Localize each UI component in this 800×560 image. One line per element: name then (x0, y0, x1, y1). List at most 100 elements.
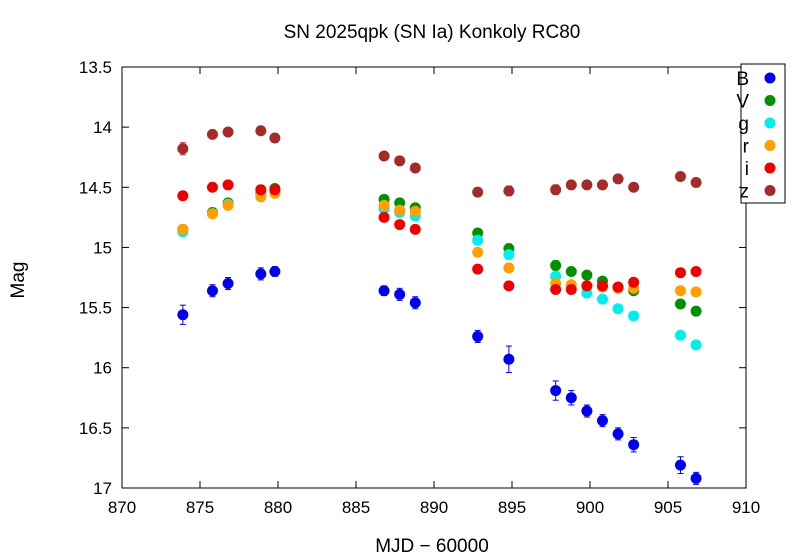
data-point (378, 199, 390, 211)
data-point (503, 280, 515, 292)
data-point (409, 205, 421, 217)
data-point (503, 249, 515, 261)
legend-label-g: g (738, 114, 749, 135)
data-point (394, 288, 406, 300)
y-tick-label: 13.5 (79, 58, 112, 77)
data-point (581, 269, 593, 281)
data-point (612, 428, 624, 440)
y-tick-label: 16.5 (79, 419, 112, 438)
data-point (394, 204, 406, 216)
data-point (269, 132, 281, 144)
series-B (177, 265, 702, 485)
data-point (472, 234, 484, 246)
legend-marker-B (764, 72, 776, 84)
data-point (674, 459, 686, 471)
data-point (206, 181, 218, 193)
data-point (550, 284, 562, 296)
data-point (394, 155, 406, 167)
x-tick-label: 870 (108, 498, 136, 517)
data-point (596, 415, 608, 427)
data-point (612, 281, 624, 293)
data-point (565, 284, 577, 296)
data-point (177, 223, 189, 235)
data-point (409, 223, 421, 235)
x-tick-label: 890 (420, 498, 448, 517)
data-point (674, 170, 686, 182)
data-point (612, 303, 624, 315)
legend-label-z: z (740, 182, 750, 203)
legend-label-V: V (736, 92, 749, 113)
legend-box (740, 63, 786, 204)
x-tick-label: 895 (498, 498, 526, 517)
data-point (596, 280, 608, 292)
data-point (378, 150, 390, 162)
data-point (255, 268, 267, 280)
data-point (472, 263, 484, 275)
data-point (472, 330, 484, 342)
legend-label-r: r (743, 137, 750, 158)
data-point (690, 286, 702, 298)
data-point (628, 181, 640, 193)
data-point (269, 265, 281, 277)
legend-marker-z (764, 185, 776, 196)
data-point (674, 329, 686, 341)
data-point (674, 298, 686, 310)
x-tick-label: 900 (576, 498, 604, 517)
data-point (177, 190, 189, 202)
data-points (177, 125, 702, 485)
data-point (472, 246, 484, 258)
data-point (177, 309, 189, 321)
data-point (206, 208, 218, 220)
series-i (177, 179, 702, 296)
data-point (503, 262, 515, 274)
data-point (222, 126, 234, 138)
y-tick-label: 15 (93, 238, 112, 257)
data-point (628, 439, 640, 451)
data-point (565, 265, 577, 277)
data-point (690, 265, 702, 277)
legend-label-i: i (745, 159, 749, 180)
data-point (222, 179, 234, 191)
y-tick-label: 15.5 (79, 299, 112, 318)
data-point (503, 185, 515, 197)
legend-label-B: B (736, 69, 749, 90)
legend-marker-i (764, 162, 776, 174)
data-point (628, 310, 640, 322)
series-z (177, 125, 702, 198)
data-point (255, 184, 267, 196)
data-point (581, 405, 593, 417)
data-point (409, 162, 421, 174)
data-point (581, 280, 593, 292)
data-point (581, 179, 593, 191)
data-point (472, 186, 484, 198)
data-point (206, 128, 218, 140)
data-point (409, 297, 421, 309)
x-tick-label: 880 (264, 498, 292, 517)
y-tick-label: 14.5 (79, 178, 112, 197)
data-point (690, 176, 702, 188)
data-point (690, 472, 702, 484)
data-point (222, 278, 234, 290)
data-point (674, 285, 686, 297)
data-point (612, 173, 624, 185)
x-tick-label: 885 (342, 498, 370, 517)
data-point (503, 353, 515, 365)
data-point (394, 219, 406, 231)
data-point (222, 199, 234, 211)
data-point (255, 125, 267, 137)
data-point (690, 305, 702, 317)
data-point (206, 285, 218, 297)
data-point (269, 184, 281, 196)
plot-frame (121, 66, 747, 489)
data-point (628, 276, 640, 288)
data-point (378, 285, 390, 297)
legend-marker-r (764, 140, 776, 151)
data-point (550, 184, 562, 196)
axis-ticks: 870 875 880 885 890 895 900 905 910 13.5 14 14.5 15 1… (79, 58, 760, 517)
data-point (565, 179, 577, 191)
legend-marker-V (764, 95, 776, 106)
x-tick-label: 910 (732, 498, 760, 517)
